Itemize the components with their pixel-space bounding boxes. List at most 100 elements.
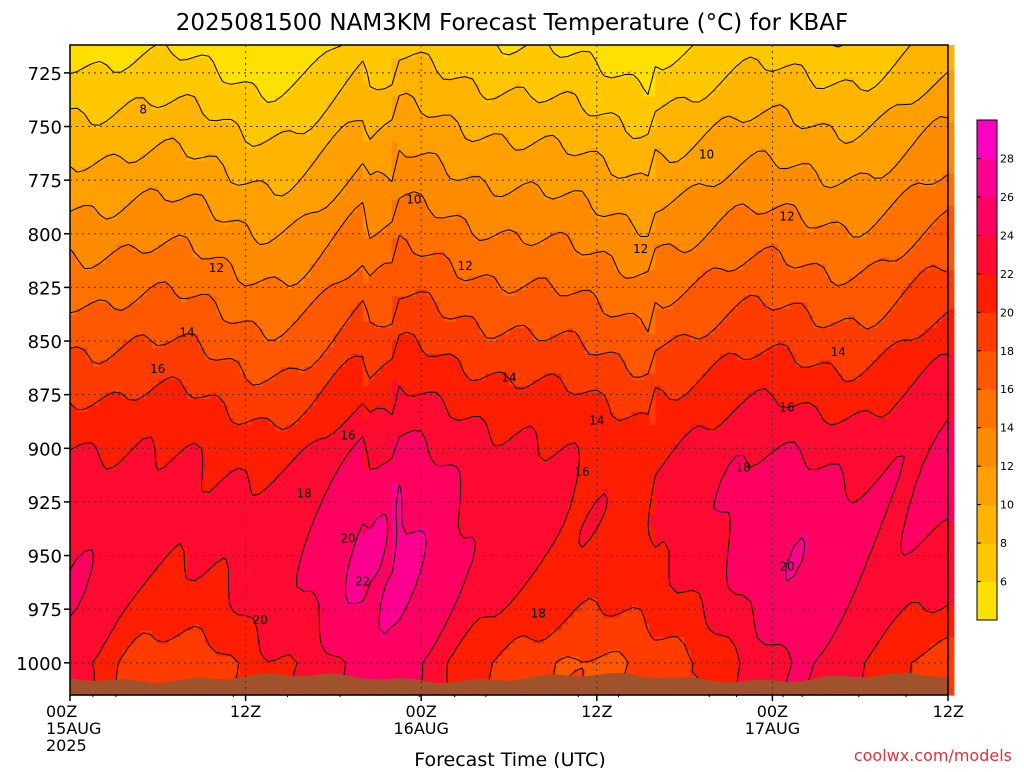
field-cell: [333, 295, 340, 304]
field-cell: [339, 405, 346, 413]
field-cell: [93, 463, 100, 471]
field-cell: [263, 649, 270, 657]
field-cell: [269, 283, 276, 291]
field-cell: [134, 476, 141, 484]
field-cell: [93, 579, 100, 587]
field-cell: [239, 540, 247, 548]
field-cell: [239, 501, 247, 509]
field-cell: [181, 315, 188, 323]
field-cell: [210, 662, 217, 670]
field-cell: [128, 450, 135, 458]
field-cell: [292, 51, 299, 59]
field-cell: [187, 167, 194, 175]
field-cell: [134, 263, 141, 271]
field-cell: [210, 585, 217, 593]
field-cell: [309, 244, 317, 252]
field-cell: [228, 450, 235, 458]
field-cell: [157, 57, 165, 65]
field-cell: [93, 167, 100, 175]
field-cell: [309, 102, 317, 110]
field-cell: [140, 244, 147, 252]
field-cell: [245, 373, 253, 381]
field-cell: [105, 283, 112, 291]
field-cell: [245, 630, 253, 638]
field-cell: [315, 102, 323, 110]
field-cell: [263, 643, 270, 651]
field-cell: [309, 83, 317, 91]
field-cell: [216, 546, 223, 555]
field-cell: [157, 147, 165, 156]
field-cell: [75, 386, 83, 394]
field-cell: [128, 238, 135, 246]
field-cell: [105, 444, 112, 452]
field-cell: [169, 604, 176, 612]
field-cell: [263, 315, 270, 323]
field-cell: [210, 212, 217, 220]
field-cell: [87, 244, 95, 252]
field-cell: [251, 231, 258, 239]
field-cell: [134, 386, 141, 394]
field-cell: [298, 604, 305, 612]
field-cell: [269, 353, 276, 361]
field-cell: [134, 360, 141, 368]
field-cell: [327, 553, 334, 561]
field-cell: [116, 167, 124, 175]
field-cell: [263, 669, 270, 677]
field-cell: [339, 115, 346, 123]
field-cell: [280, 283, 288, 291]
field-cell: [204, 598, 212, 606]
field-cell: [245, 96, 253, 104]
field-cell: [321, 456, 329, 464]
field-cell: [163, 598, 171, 606]
field-cell: [321, 514, 329, 522]
field-cell: [128, 598, 135, 606]
field-cell: [122, 392, 130, 400]
field-cell: [87, 540, 95, 548]
field-cell: [216, 572, 223, 580]
field-cell: [140, 514, 147, 522]
field-cell: [216, 180, 223, 188]
field-cell: [181, 160, 188, 168]
field-cell: [175, 579, 182, 587]
field-cell: [280, 276, 288, 284]
field-cell: [151, 257, 159, 265]
field-cell: [210, 160, 217, 168]
field-cell: [87, 656, 95, 664]
field-cell: [157, 205, 165, 213]
field-cell: [128, 662, 135, 670]
field-cell: [99, 205, 106, 213]
field-cell: [350, 115, 358, 123]
field-cell: [198, 579, 206, 587]
field-cell: [274, 398, 282, 406]
field-cell: [128, 109, 135, 117]
field-cell: [105, 341, 112, 349]
field-cell: [257, 308, 264, 316]
field-cell: [292, 559, 299, 567]
field-cell: [304, 592, 311, 600]
field-cell: [175, 405, 182, 413]
field-cell: [122, 508, 130, 516]
field-cell: [105, 70, 112, 78]
field-cell: [99, 308, 106, 316]
field-cell: [93, 160, 100, 168]
field-cell: [116, 218, 124, 226]
field-cell: [356, 225, 364, 233]
field-cell: [222, 77, 229, 85]
field-cell: [128, 270, 135, 278]
field-cell: [116, 302, 124, 310]
field-cell: [233, 283, 241, 291]
field-cell: [280, 212, 288, 220]
field-cell: [274, 450, 282, 458]
field-cell: [210, 450, 217, 458]
field-cell: [228, 353, 235, 361]
field-cell: [187, 225, 194, 233]
field-cell: [263, 96, 270, 104]
field-cell: [151, 559, 159, 567]
field-cell: [239, 431, 247, 439]
field-cell: [315, 64, 323, 72]
field-cell: [175, 109, 182, 117]
field-cell: [163, 592, 171, 600]
field-cell: [228, 218, 235, 226]
field-cell: [93, 199, 100, 207]
field-cell: [333, 630, 340, 638]
